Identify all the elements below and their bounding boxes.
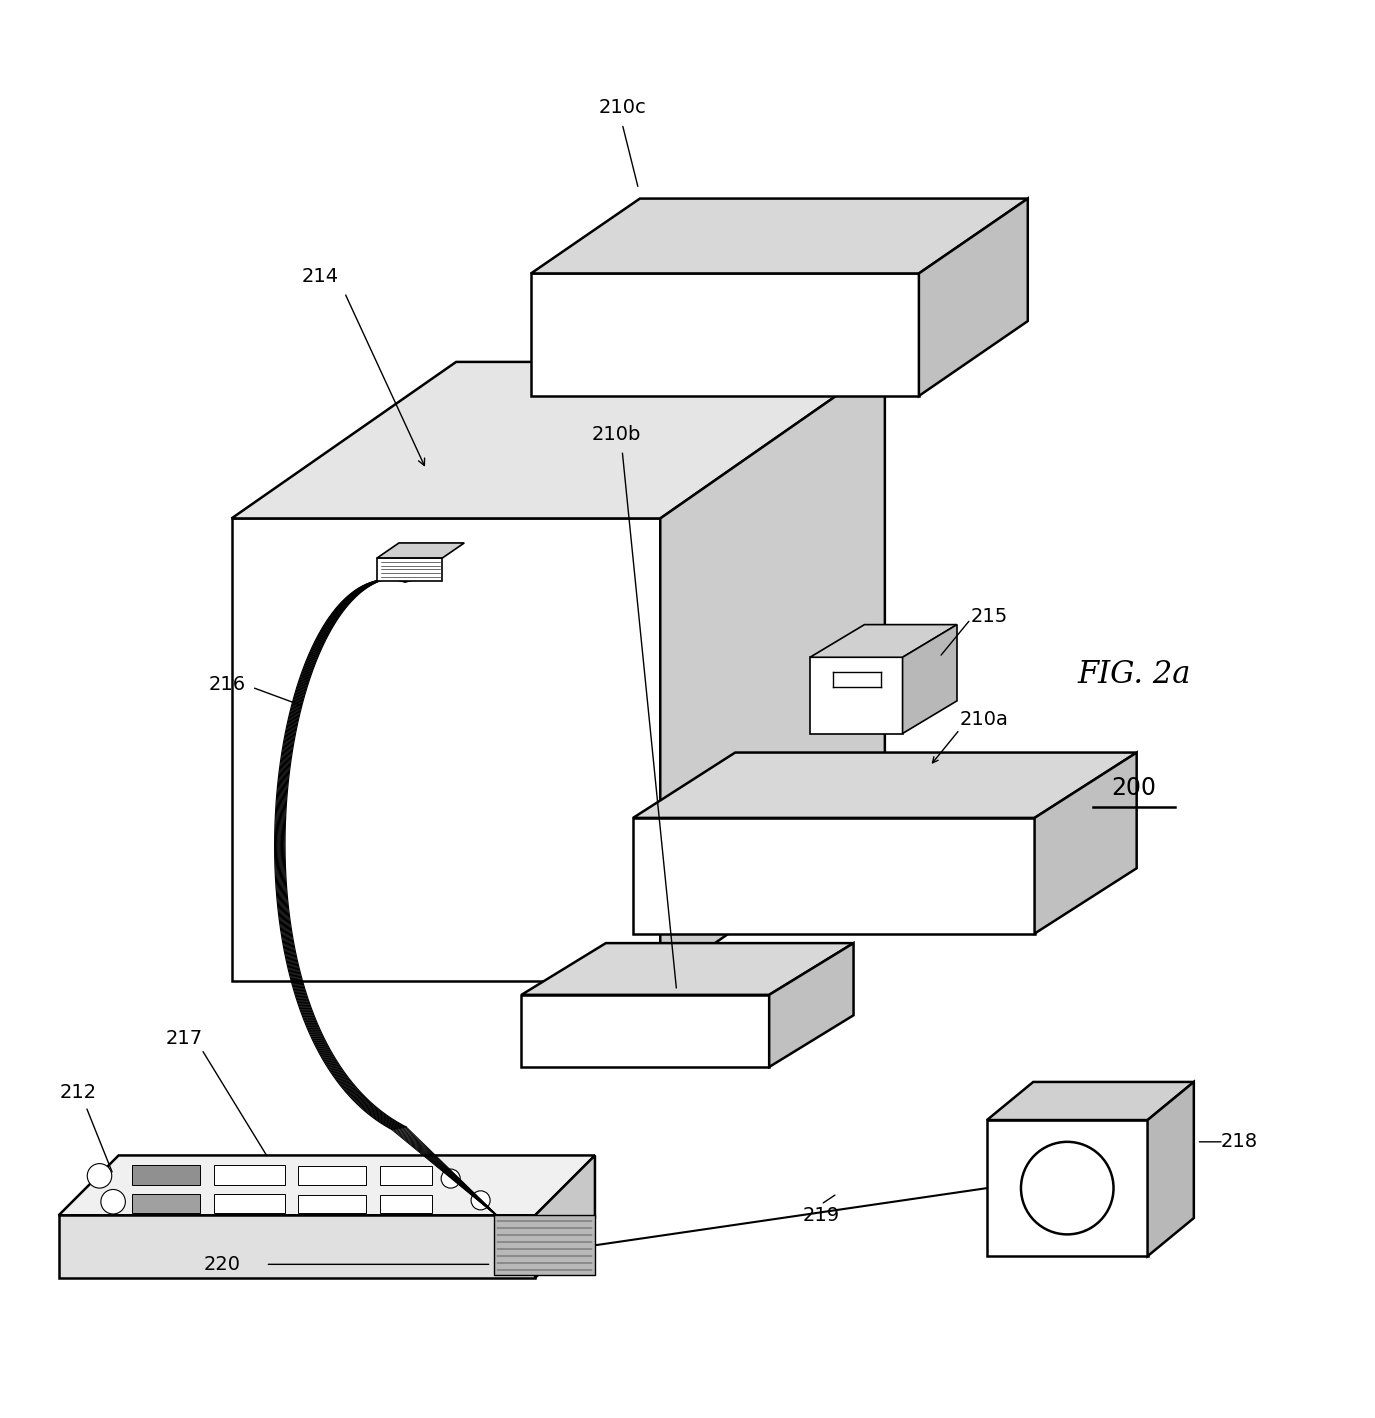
- Text: 215: 215: [971, 607, 1008, 625]
- Polygon shape: [377, 543, 465, 557]
- Polygon shape: [494, 1215, 595, 1275]
- Text: 210a: 210a: [960, 710, 1009, 729]
- Polygon shape: [1034, 753, 1137, 933]
- Polygon shape: [132, 1166, 201, 1185]
- Circle shape: [87, 1164, 111, 1188]
- Polygon shape: [380, 1167, 432, 1185]
- Polygon shape: [531, 199, 1027, 274]
- Circle shape: [472, 1191, 490, 1210]
- Polygon shape: [132, 1194, 201, 1212]
- Polygon shape: [231, 519, 660, 981]
- Polygon shape: [769, 943, 854, 1066]
- Polygon shape: [987, 1082, 1194, 1120]
- Polygon shape: [902, 624, 957, 733]
- Polygon shape: [521, 943, 854, 995]
- Text: FIG. 2a: FIG. 2a: [1077, 659, 1191, 691]
- Text: 210c: 210c: [598, 98, 646, 116]
- Text: 217: 217: [165, 1029, 202, 1048]
- Circle shape: [100, 1190, 125, 1214]
- Polygon shape: [1148, 1082, 1194, 1256]
- Polygon shape: [632, 753, 1137, 818]
- Polygon shape: [535, 1156, 595, 1278]
- Polygon shape: [59, 1215, 535, 1278]
- Polygon shape: [298, 1167, 366, 1185]
- Text: 218: 218: [1221, 1133, 1258, 1151]
- Text: 212: 212: [59, 1083, 96, 1102]
- Polygon shape: [231, 362, 886, 519]
- Polygon shape: [214, 1166, 285, 1185]
- Polygon shape: [59, 1156, 595, 1215]
- Polygon shape: [531, 274, 918, 396]
- Text: 210b: 210b: [593, 424, 641, 444]
- Polygon shape: [987, 1120, 1148, 1256]
- Circle shape: [1022, 1141, 1114, 1235]
- Polygon shape: [810, 658, 902, 733]
- Polygon shape: [214, 1194, 285, 1212]
- Polygon shape: [380, 1195, 432, 1212]
- Polygon shape: [632, 818, 1034, 933]
- Circle shape: [441, 1168, 461, 1188]
- Text: 216: 216: [209, 675, 246, 693]
- Text: 219: 219: [803, 1205, 840, 1225]
- Polygon shape: [918, 199, 1027, 396]
- Polygon shape: [298, 1195, 366, 1212]
- Text: 200: 200: [1111, 776, 1156, 800]
- Text: 220: 220: [204, 1255, 241, 1273]
- Polygon shape: [810, 624, 957, 658]
- Polygon shape: [377, 557, 443, 581]
- Text: 214: 214: [301, 267, 338, 285]
- Polygon shape: [660, 362, 886, 981]
- Polygon shape: [521, 995, 769, 1066]
